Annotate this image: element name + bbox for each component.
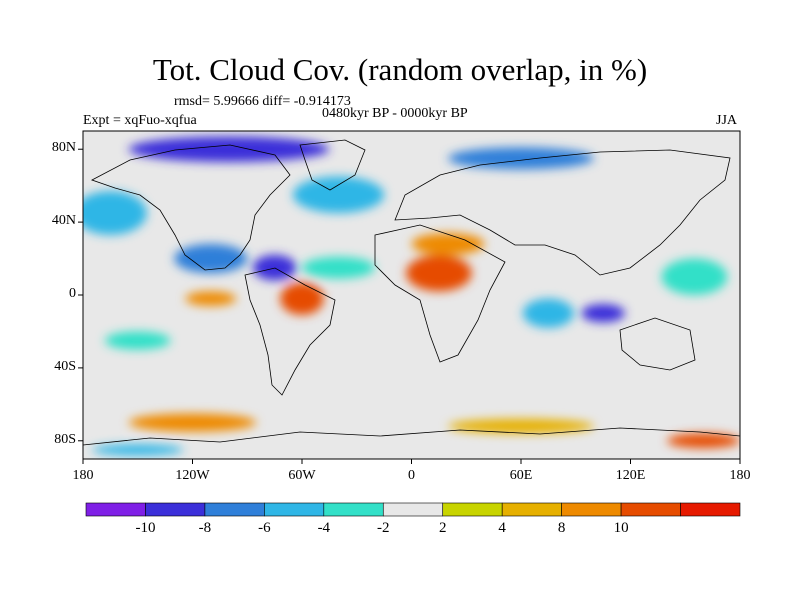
colorbar-swatch <box>561 502 622 517</box>
cloud-anomaly-field <box>83 136 740 456</box>
field-region-east-pacific-decrease <box>174 243 248 274</box>
colorbar-swatch <box>85 502 146 517</box>
colorbar <box>85 502 741 517</box>
field-region-siberia-decrease <box>448 147 594 170</box>
y-tick-label: 40N <box>51 213 76 229</box>
y-tick-label: 80N <box>51 140 76 156</box>
coastline-antarctica <box>83 427 740 446</box>
colorbar-swatch <box>620 502 681 517</box>
field-region-antarctic-increase <box>667 433 740 449</box>
field-region-amazon-increase <box>280 282 324 316</box>
colorbar-label: 2 <box>438 520 447 536</box>
colorbar-label: -4 <box>317 520 331 536</box>
colorbar-label: 8 <box>557 520 566 536</box>
map-title: Tot. Cloud Cov. (random overlap, in %) <box>152 52 648 87</box>
season-label: JJA <box>716 113 738 128</box>
colorbar-swatch <box>145 502 206 517</box>
x-tick-label: 120E <box>615 468 646 483</box>
field-region-southern-ocean-increase-east <box>448 418 594 434</box>
colorbar-label: 4 <box>498 520 506 536</box>
colorbar-label: -10 <box>135 520 156 536</box>
colorbar-label: -2 <box>377 520 390 536</box>
coastline-greenland <box>299 139 366 191</box>
colorbar-label: 10 <box>613 520 629 536</box>
y-tick-marks <box>78 148 83 442</box>
coastlines <box>83 139 740 446</box>
field-region-west-pacific-decrease <box>661 258 728 295</box>
field-region-indian-ocean-decrease <box>522 298 574 328</box>
colorbar-swatch <box>501 502 562 517</box>
field-region-north-africa-increase <box>406 254 472 292</box>
colorbar-swatch <box>204 502 265 517</box>
colorbar-label: -8 <box>198 520 212 536</box>
field-region-southern-ocean-increase <box>128 413 257 432</box>
rmsd-diff-stats: rmsd= 5.99666 diff= -0.914173 <box>174 94 351 109</box>
coastline-africa <box>374 224 506 363</box>
x-tick-label: 120W <box>175 468 210 483</box>
coastline-north-america <box>90 144 291 271</box>
coastline-australia <box>619 317 696 371</box>
colorbar-swatch <box>680 502 741 517</box>
x-tick-label: 0 <box>408 468 415 483</box>
field-region-east-pacific-increase <box>185 291 237 306</box>
colorbar-swatch <box>323 502 384 517</box>
y-tick-label: 40S <box>54 358 76 374</box>
field-region-arctic-decrease <box>128 136 330 162</box>
coastline-south-america <box>244 267 336 396</box>
field-region-sahara-increase <box>411 233 485 255</box>
x-tick-label: 180 <box>72 468 94 483</box>
field-region-atlantic-tropics-decrease <box>302 256 375 279</box>
y-tick-label: 0 <box>69 286 76 301</box>
coastline-eurasia <box>394 149 731 276</box>
field-region-north-pacific-decrease <box>83 191 147 235</box>
x-tick-label: 60W <box>288 468 316 483</box>
colorbar-swatch <box>442 502 503 517</box>
x-tick-label: 180 <box>729 468 751 483</box>
x-tick-marks <box>82 459 741 464</box>
x-tick-label: 60E <box>509 468 533 483</box>
field-region-north-atlantic-decrease <box>292 176 385 213</box>
field-region-indonesia-decrease <box>581 304 626 323</box>
period-label: 0480kyr BP - 0000kyr BP <box>322 106 468 121</box>
colorbar-swatch <box>382 502 444 517</box>
colorbar-label: -6 <box>258 520 271 536</box>
experiment-label: Expt = xqFuo-xqfua <box>83 113 197 128</box>
y-tick-label: 80S <box>54 431 76 447</box>
field-region-antarctic-decrease <box>92 444 184 456</box>
field-region-south-pacific-decrease <box>104 331 171 350</box>
colorbar-swatch <box>264 502 325 517</box>
